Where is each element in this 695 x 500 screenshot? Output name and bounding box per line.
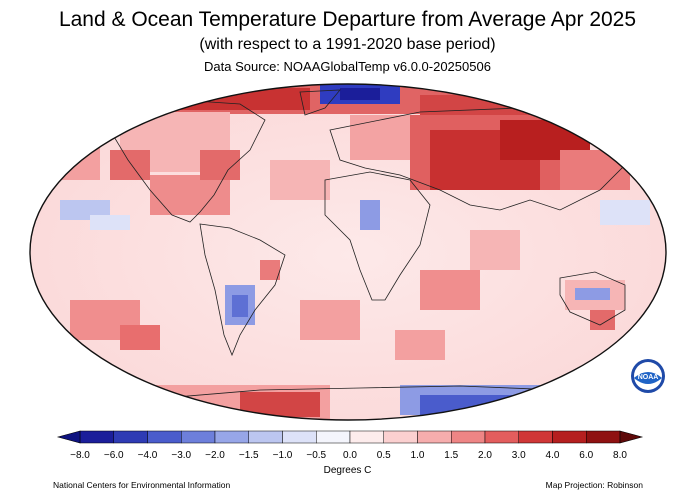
credit-text: National Centers for Environmental Infor…	[53, 480, 231, 490]
colorbar-tick-label: 1.0	[410, 450, 425, 461]
colorbar-tick-label: −3.0	[171, 450, 192, 461]
colorbar-tick-label: 0.0	[343, 450, 357, 461]
colorbar-tick-label: −1.0	[272, 450, 293, 461]
colorbar-tick-label: −4.0	[137, 450, 158, 461]
colorbar-tick-label: −6.0	[103, 450, 124, 461]
colorbar-tick-label: 1.5	[444, 450, 459, 461]
noaa-logo-text: NOAA	[638, 374, 659, 381]
colorbar-swatch	[417, 430, 452, 444]
map-title: Land & Ocean Temperature Departure from …	[58, 8, 637, 31]
colorbar-swatch	[552, 430, 587, 444]
colorbar-swatch	[484, 430, 519, 444]
projection-text: Map Projection: Robinson	[545, 480, 643, 490]
colorbar-tick-label: −2.0	[205, 450, 225, 461]
data-source: Data Source: NOAAGlobalTemp v6.0.0-20250…	[204, 59, 491, 74]
colorbar-swatch	[282, 430, 317, 444]
noaa-logo-icon: NOAA	[631, 359, 665, 393]
colorbar-tick-label: 6.0	[579, 450, 594, 461]
map-subtitle: (with respect to a 1991-2020 base period…	[199, 36, 496, 53]
colorbar-swatch	[214, 430, 249, 444]
colorbar-max-arrow	[619, 430, 644, 444]
colorbar-swatch	[349, 430, 384, 444]
colorbar-swatch	[113, 430, 148, 444]
colorbar-swatch	[518, 430, 553, 444]
colorbar-swatch	[451, 430, 486, 444]
colorbar-swatch	[248, 430, 283, 444]
colorbar-units: Degrees C	[323, 465, 372, 476]
colorbar-tick-label: 8.0	[613, 450, 627, 461]
colorbar-tick-label: 3.0	[511, 450, 526, 461]
colorbar-tick-label: 0.5	[376, 450, 391, 461]
colorbar-tick-label: −8.0	[70, 450, 90, 461]
map-border	[29, 83, 667, 421]
colorbar-swatch	[147, 430, 182, 444]
colorbar-swatch	[181, 430, 216, 444]
colorbar-swatch	[316, 430, 351, 444]
colorbar-tick-label: −0.5	[306, 450, 327, 461]
colorbar-swatch	[586, 430, 621, 444]
colorbar-min-arrow	[56, 430, 81, 444]
colorbar-swatch	[79, 430, 114, 444]
colorbar-tick-label: 2.0	[478, 450, 492, 461]
colorbar-swatch	[383, 430, 418, 444]
colorbar-tick-label: 4.0	[545, 450, 560, 461]
colorbar-tick-label: −1.5	[238, 450, 259, 461]
